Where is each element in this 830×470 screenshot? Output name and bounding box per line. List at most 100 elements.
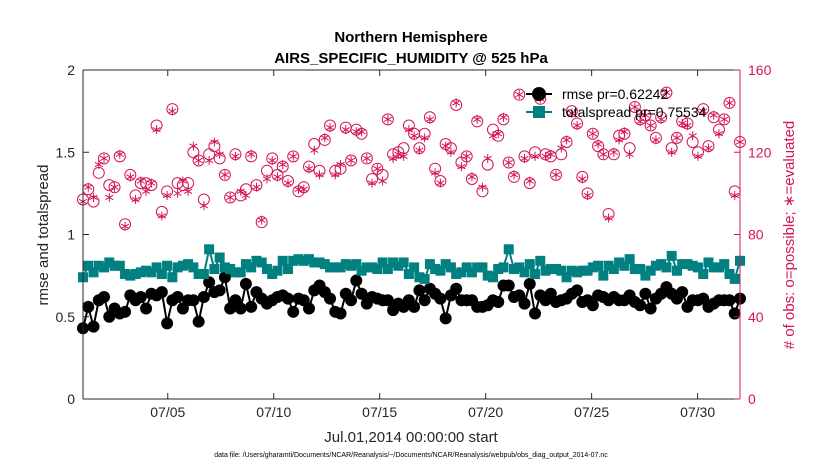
obs-evaluated-point — [357, 127, 366, 137]
rmse-point — [281, 292, 294, 305]
totalspread-point — [419, 273, 430, 284]
y-right-tick-label: 160 — [748, 62, 772, 78]
totalspread-point — [493, 264, 504, 275]
obs-evaluated-point — [210, 137, 219, 147]
obs-evaluated-point — [562, 135, 571, 145]
x-tick-label: 07/20 — [468, 404, 503, 420]
chart-title-line-2: AIRS_SPECIFIC_HUMIDITY @ 525 hPa — [274, 50, 548, 67]
totalspread-point — [572, 267, 583, 278]
x-tick-label: 07/25 — [574, 404, 609, 420]
totalspread-point — [487, 272, 498, 283]
totalspread-point — [325, 262, 336, 273]
totalspread-point — [219, 262, 230, 273]
rmse-point — [355, 287, 368, 300]
obs-evaluated-point — [720, 114, 729, 124]
rmse-point — [192, 315, 205, 328]
obs-evaluated-point — [546, 149, 555, 159]
obs-possible-point — [550, 168, 563, 181]
obs-evaluated-point — [404, 125, 414, 135]
totalspread-point — [141, 265, 152, 276]
plot-area — [83, 70, 740, 399]
obs-evaluated-point — [578, 174, 587, 184]
y-tick-label: 0.5 — [56, 309, 76, 325]
obs-evaluated-point — [257, 215, 266, 225]
obs-evaluated-point — [551, 170, 561, 180]
totalspread-point — [708, 262, 719, 273]
obs-evaluated-point — [446, 147, 456, 157]
obs-evaluated-point — [320, 133, 329, 143]
obs-evaluated-point — [215, 149, 224, 159]
totalspread-point — [114, 260, 125, 271]
x-axis-label: Jul.01,2014 00:00:00 start — [324, 429, 498, 446]
obs-possible-point — [108, 181, 121, 194]
obs-possible-point — [218, 168, 231, 181]
rmse-point — [439, 312, 452, 325]
obs-evaluated-point — [714, 129, 724, 139]
obs-evaluated-point — [388, 153, 398, 163]
totalspread-point — [671, 265, 682, 276]
rmse-point — [98, 291, 111, 304]
obs-evaluated-point — [105, 192, 114, 202]
obs-possible-point — [660, 86, 673, 99]
obs-evaluated-point — [593, 139, 603, 149]
legend-totalspread-label: totalspread pr=0.75534 — [562, 104, 707, 120]
series-obs-evaluated — [78, 88, 745, 231]
totalspread-point — [430, 264, 441, 275]
y-axis-right-label: # of obs: o=possible; ∗=evaluated — [781, 121, 798, 350]
totalspread-point — [230, 267, 241, 278]
rmse-point — [381, 294, 394, 307]
rmse-point — [161, 317, 174, 330]
obs-possible-point — [381, 113, 394, 126]
totalspread-point — [566, 265, 577, 276]
rmse-point — [87, 320, 100, 333]
chart-title-line-1: Northern Hemisphere — [334, 29, 487, 46]
obs-evaluated-point — [630, 102, 640, 112]
obs-evaluated-point — [467, 172, 477, 182]
obs-possible-point — [513, 88, 526, 101]
totalspread-point — [261, 264, 272, 275]
totalspread-point — [461, 262, 472, 273]
obs-evaluated-point — [268, 155, 277, 165]
obs-evaluated-point — [189, 141, 198, 151]
obs-evaluated-point — [383, 114, 392, 124]
totalspread-point — [104, 257, 115, 268]
totalspread-point — [361, 262, 372, 273]
obs-evaluated-point — [678, 118, 687, 128]
totalspread-point — [603, 260, 614, 271]
totalspread-point — [530, 268, 541, 279]
obs-possible-point — [670, 131, 683, 144]
rmse-point — [634, 299, 647, 312]
totalspread-point — [288, 255, 299, 266]
totalspread-point — [593, 260, 604, 271]
rmse-point — [518, 297, 531, 310]
totalspread-point — [156, 268, 167, 279]
rmse-point — [140, 302, 153, 315]
rmse-point — [324, 292, 337, 305]
obs-evaluated-point — [325, 123, 335, 133]
obs-evaluated-point — [315, 170, 324, 180]
totalspread-point — [251, 255, 262, 266]
obs-evaluated-point — [110, 182, 119, 192]
obs-evaluated-point — [283, 178, 293, 188]
totalspread-point — [246, 262, 257, 273]
obs-evaluated-point — [567, 108, 576, 118]
totalspread-point — [629, 264, 640, 275]
totalspread-point — [598, 270, 609, 281]
obs-evaluated-point — [614, 135, 624, 145]
y-right-tick-label: 80 — [748, 227, 764, 243]
totalspread-point — [403, 268, 414, 279]
obs-possible-point — [287, 150, 300, 163]
totalspread-point — [451, 268, 462, 279]
obs-evaluated-point — [199, 201, 209, 211]
totalspread-point — [661, 262, 672, 273]
totalspread-point — [130, 268, 141, 279]
rmse-point — [644, 302, 657, 315]
totalspread-point — [109, 260, 120, 271]
totalspread-point — [125, 270, 136, 281]
obs-evaluated-point — [635, 116, 645, 126]
totalspread-point — [514, 262, 525, 273]
totalspread-point — [256, 257, 267, 268]
totalspread-point — [120, 268, 131, 279]
obs-evaluated-point — [220, 170, 230, 180]
totalspread-point — [267, 268, 278, 279]
